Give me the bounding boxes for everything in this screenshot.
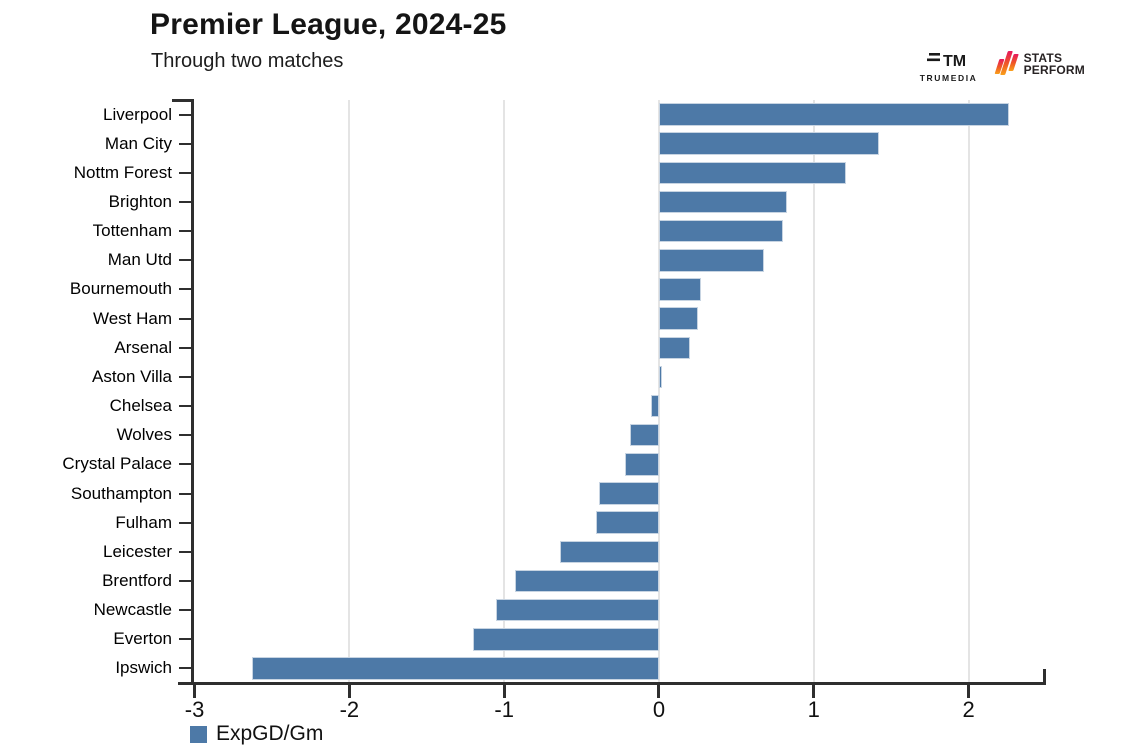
y-tick [179,171,192,174]
statsperform-word-stats: STATS [1023,51,1063,65]
branding: TM TRUMEDIA STATS PERFORM [918,50,1085,83]
team-label-liverpool: Liverpool [103,104,172,124]
bar-fulham [595,511,659,534]
team-label-arsenal: Arsenal [114,337,172,357]
bar-man-city [658,132,879,155]
team-label-fulham: Fulham [115,512,172,532]
x-tick-label--3: -3 [184,697,205,722]
legend-label: ExpGD/Gm [216,722,324,745]
gridline-1 [812,100,815,683]
statsperform-logo: STATS PERFORM [994,50,1085,78]
y-tick [179,492,192,495]
team-label-west-ham: West Ham [92,308,172,328]
y-tick [179,346,192,349]
trumedia-icon: TM [926,53,966,70]
team-label-man-city: Man City [104,133,172,153]
x-tick-label-1: 1 [807,697,820,722]
statsperform-word-perform: PERFORM [1023,63,1085,77]
y-tick [179,201,192,204]
bar-crystal-palace [624,453,659,476]
gridline-2 [967,100,970,683]
y-tick [179,609,192,612]
team-label-aston-villa: Aston Villa [91,366,172,386]
team-label-brentford: Brentford [102,570,172,590]
legend-swatch [190,725,207,743]
team-label-bournemouth: Bournemouth [69,279,172,299]
x-tick-label-0: 0 [652,697,666,722]
x-tick-2 [967,685,971,698]
trumedia-logo: TM TRUMEDIA [918,50,980,83]
page-title: Premier League, 2024-25 [150,8,507,41]
y-tick [179,550,192,553]
legend: ExpGD/Gm [190,722,323,746]
team-label-man-utd: Man Utd [107,250,172,270]
x-tick-0 [657,685,661,698]
x-tick-1 [812,685,816,698]
x-axis-line [178,682,1046,685]
team-label-ipswich: Ipswich [115,658,172,678]
bar-brentford [515,569,659,593]
team-label-brighton: Brighton [108,192,172,212]
bar-man-utd [658,249,765,272]
y-tick [179,288,192,291]
bar-aston-villa [658,365,663,389]
x-tick--1 [502,685,506,698]
team-label-chelsea: Chelsea [109,396,172,416]
bar-brighton [658,190,788,214]
y-tick [179,521,192,524]
svg-text:TM: TM [943,53,966,70]
y-tick [179,638,192,641]
team-label-everton: Everton [113,629,172,649]
gridline-0 [657,100,660,683]
y-tick [179,317,192,320]
team-label-newcastle: Newcastle [93,600,172,620]
x-tick-label-2: 2 [962,697,975,722]
team-label-southampton: Southampton [70,483,172,503]
y-tick [179,405,192,408]
bar-wolves [629,423,659,447]
y-tick [179,579,192,582]
y-tick [179,434,192,437]
team-label-nottm-forest: Nottm Forest [73,162,172,182]
bar-arsenal [658,336,690,360]
bar-nottm-forest [658,161,847,185]
y-tick [179,375,192,378]
statsperform-icon [994,50,1018,78]
bar-liverpool [658,103,1009,126]
bar-ipswich [251,657,659,680]
team-label-wolves: Wolves [116,425,172,445]
statsperform-wordmark: STATS PERFORM [1024,52,1085,76]
trumedia-wordmark: TRUMEDIA [919,73,978,83]
y-axis-top-cap [172,99,193,102]
bar-southampton [598,482,659,505]
y-tick [179,230,192,233]
bar-west-ham [658,307,698,330]
team-label-crystal-palace: Crystal Palace [62,454,172,474]
y-tick [179,113,192,116]
bar-newcastle [496,598,659,622]
bar-tottenham [658,219,783,243]
y-tick [179,142,192,145]
y-tick [179,463,192,466]
x-tick--2 [347,685,351,698]
x-tick-label--2: -2 [339,697,360,722]
x-tick--3 [193,685,197,698]
bar-everton [473,628,659,651]
page-subtitle: Through two matches [151,50,344,72]
team-label-tottenham: Tottenham [92,221,172,241]
bar-bournemouth [658,278,701,301]
team-label-leicester: Leicester [103,541,172,561]
gridline--1 [503,100,506,683]
y-axis-line [191,99,194,685]
x-axis-right-cap [1043,669,1046,685]
x-tick-label--1: -1 [494,697,514,722]
y-tick [179,259,192,262]
bar-chelsea [651,394,659,418]
gridline--2 [348,100,351,683]
y-tick [179,667,192,670]
plot-area [193,100,1046,683]
bar-leicester [559,540,659,564]
